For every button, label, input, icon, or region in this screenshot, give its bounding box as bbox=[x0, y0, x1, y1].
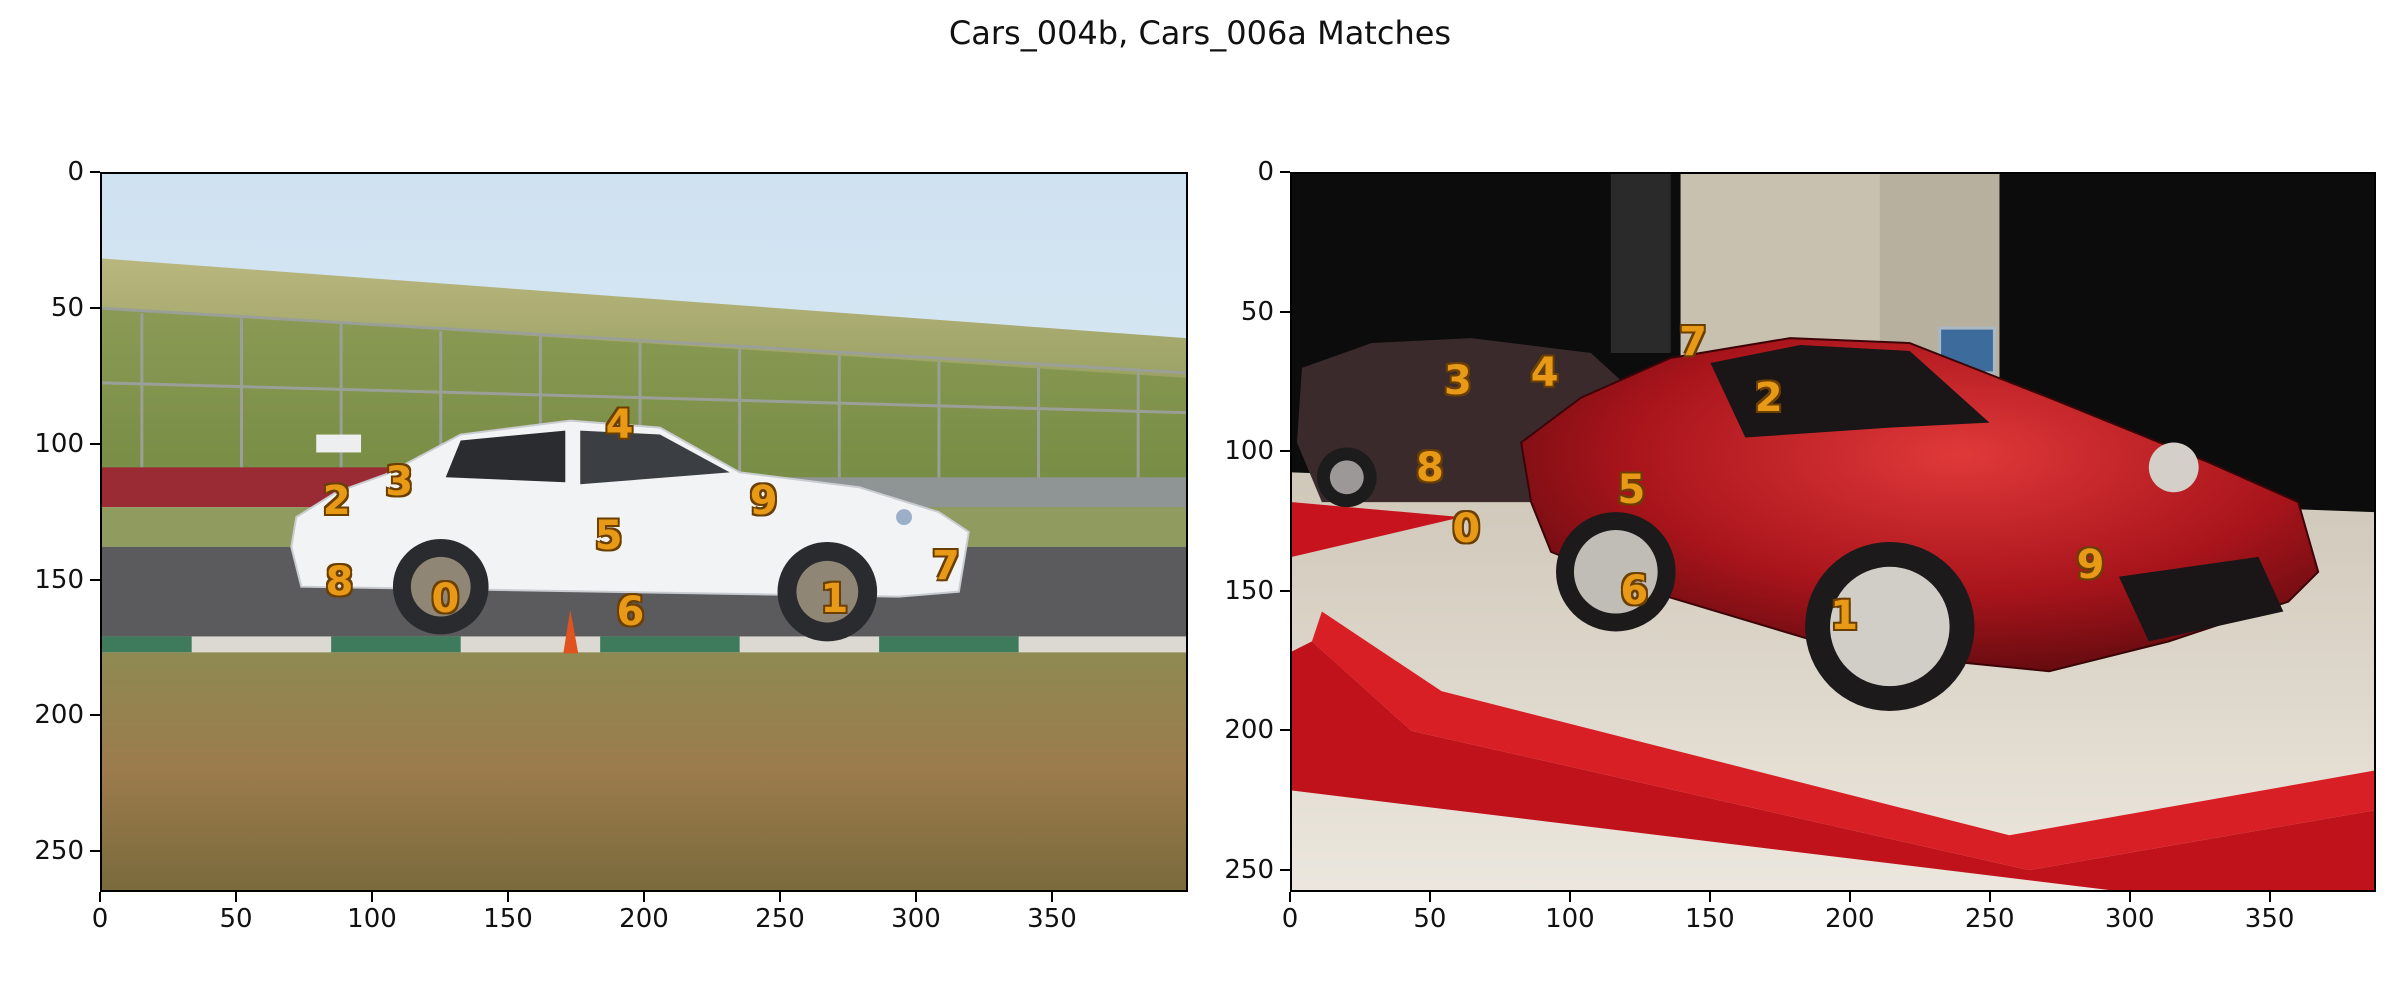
right-ytick-label: 0 bbox=[1257, 157, 1274, 187]
right-ytick-mark bbox=[1280, 310, 1290, 313]
left-keypoint-6: 6 bbox=[616, 589, 645, 636]
right-ytick-mark bbox=[1280, 868, 1290, 871]
left-image-frame bbox=[100, 172, 1188, 892]
left-xtick-mark bbox=[915, 892, 917, 902]
left-ytick-label: 50 bbox=[50, 292, 84, 323]
left-xtick-label: 100 bbox=[347, 904, 397, 934]
right-xtick-label: 100 bbox=[1545, 904, 1595, 934]
left-ytick-mark bbox=[90, 306, 100, 309]
right-keypoint-4: 4 bbox=[1530, 349, 1559, 396]
right-xtick-label: 200 bbox=[1824, 904, 1875, 934]
right-keypoint-7: 7 bbox=[1679, 319, 1707, 366]
right-xtick-mark bbox=[2268, 892, 2271, 902]
right-ytick-mark bbox=[1280, 729, 1290, 732]
left-keypoint-0: 0 bbox=[431, 575, 460, 622]
left-keypoint-3: 3 bbox=[385, 458, 414, 505]
right-xtick-mark bbox=[1848, 892, 1851, 902]
left-xtick-mark bbox=[643, 892, 645, 902]
ferrari-image bbox=[1292, 174, 2374, 890]
right-xtick-label: 50 bbox=[1413, 904, 1447, 934]
right-ytick-label: 50 bbox=[1240, 296, 1274, 327]
left-xtick-label: 150 bbox=[483, 904, 533, 934]
right-keypoint-0: 0 bbox=[1452, 506, 1481, 553]
right-image-frame bbox=[1290, 172, 2376, 892]
left-ytick-label: 150 bbox=[34, 564, 84, 595]
right-ytick-label: 200 bbox=[1224, 715, 1274, 746]
right-keypoint-8: 8 bbox=[1416, 444, 1444, 491]
right-ytick-label: 100 bbox=[1224, 436, 1274, 467]
left-xtick-label: 0 bbox=[91, 904, 109, 934]
right-xtick-mark bbox=[1568, 892, 1571, 902]
right-ytick-mark bbox=[1280, 450, 1290, 453]
left-xtick-mark bbox=[99, 892, 101, 902]
left-ytick-label: 250 bbox=[34, 836, 84, 867]
right-keypoint-9: 9 bbox=[2076, 542, 2105, 589]
right-xtick-label: 300 bbox=[2104, 904, 2155, 934]
right-keypoint-5: 5 bbox=[1617, 467, 1646, 514]
left-xtick-label: 350 bbox=[1027, 904, 1077, 934]
right-ytick-mark bbox=[1280, 589, 1290, 592]
right-xtick-mark bbox=[1428, 892, 1431, 902]
left-ytick-mark bbox=[90, 442, 100, 445]
left-xtick-mark bbox=[371, 892, 373, 902]
left-ytick-mark bbox=[90, 171, 100, 173]
right-ytick-label: 250 bbox=[1224, 854, 1274, 885]
right-xtick-label: 0 bbox=[1281, 904, 1299, 934]
right-xtick-mark bbox=[1988, 892, 1991, 902]
left-ytick-mark bbox=[90, 578, 100, 581]
left-ytick-mark bbox=[90, 850, 100, 853]
left-ytick-label: 100 bbox=[34, 428, 84, 459]
left-xtick-label: 200 bbox=[619, 904, 669, 934]
left-xtick-label: 50 bbox=[219, 904, 253, 934]
left-ytick-label: 0 bbox=[67, 157, 84, 187]
left-xtick-mark bbox=[235, 892, 237, 902]
left-keypoint-7: 7 bbox=[931, 542, 960, 589]
right-xtick-mark bbox=[1708, 892, 1711, 902]
left-xtick-mark bbox=[507, 892, 509, 902]
right-xtick-label: 150 bbox=[1685, 904, 1735, 934]
right-keypoint-1: 1 bbox=[1830, 592, 1859, 639]
left-keypoint-8: 8 bbox=[325, 559, 354, 606]
left-ytick-label: 200 bbox=[34, 700, 84, 731]
right-xtick-label: 250 bbox=[1964, 904, 2015, 934]
right-ytick-label: 150 bbox=[1224, 575, 1274, 606]
right-xtick-mark bbox=[1289, 892, 1291, 902]
left-keypoint-2: 2 bbox=[322, 477, 351, 524]
left-keypoint-4: 4 bbox=[605, 401, 634, 448]
left-ytick-mark bbox=[90, 714, 100, 717]
figure-title: Cars_004b, Cars_006a Matches bbox=[948, 14, 1452, 52]
right-xtick-mark bbox=[2128, 892, 2131, 902]
left-keypoint-5: 5 bbox=[594, 513, 623, 560]
right-keypoint-3: 3 bbox=[1444, 358, 1472, 405]
subaru-image bbox=[102, 174, 1186, 890]
right-xtick-label: 350 bbox=[2244, 904, 2295, 934]
left-xtick-mark bbox=[779, 892, 781, 902]
left-xtick-label: 250 bbox=[755, 904, 805, 934]
left-xtick-mark bbox=[1051, 892, 1053, 902]
left-keypoint-9: 9 bbox=[749, 477, 778, 524]
right-keypoint-6: 6 bbox=[1620, 567, 1649, 614]
left-xtick-label: 300 bbox=[891, 904, 941, 934]
right-keypoint-2: 2 bbox=[1754, 375, 1783, 422]
right-ytick-mark bbox=[1280, 171, 1290, 173]
left-keypoint-1: 1 bbox=[820, 575, 849, 622]
